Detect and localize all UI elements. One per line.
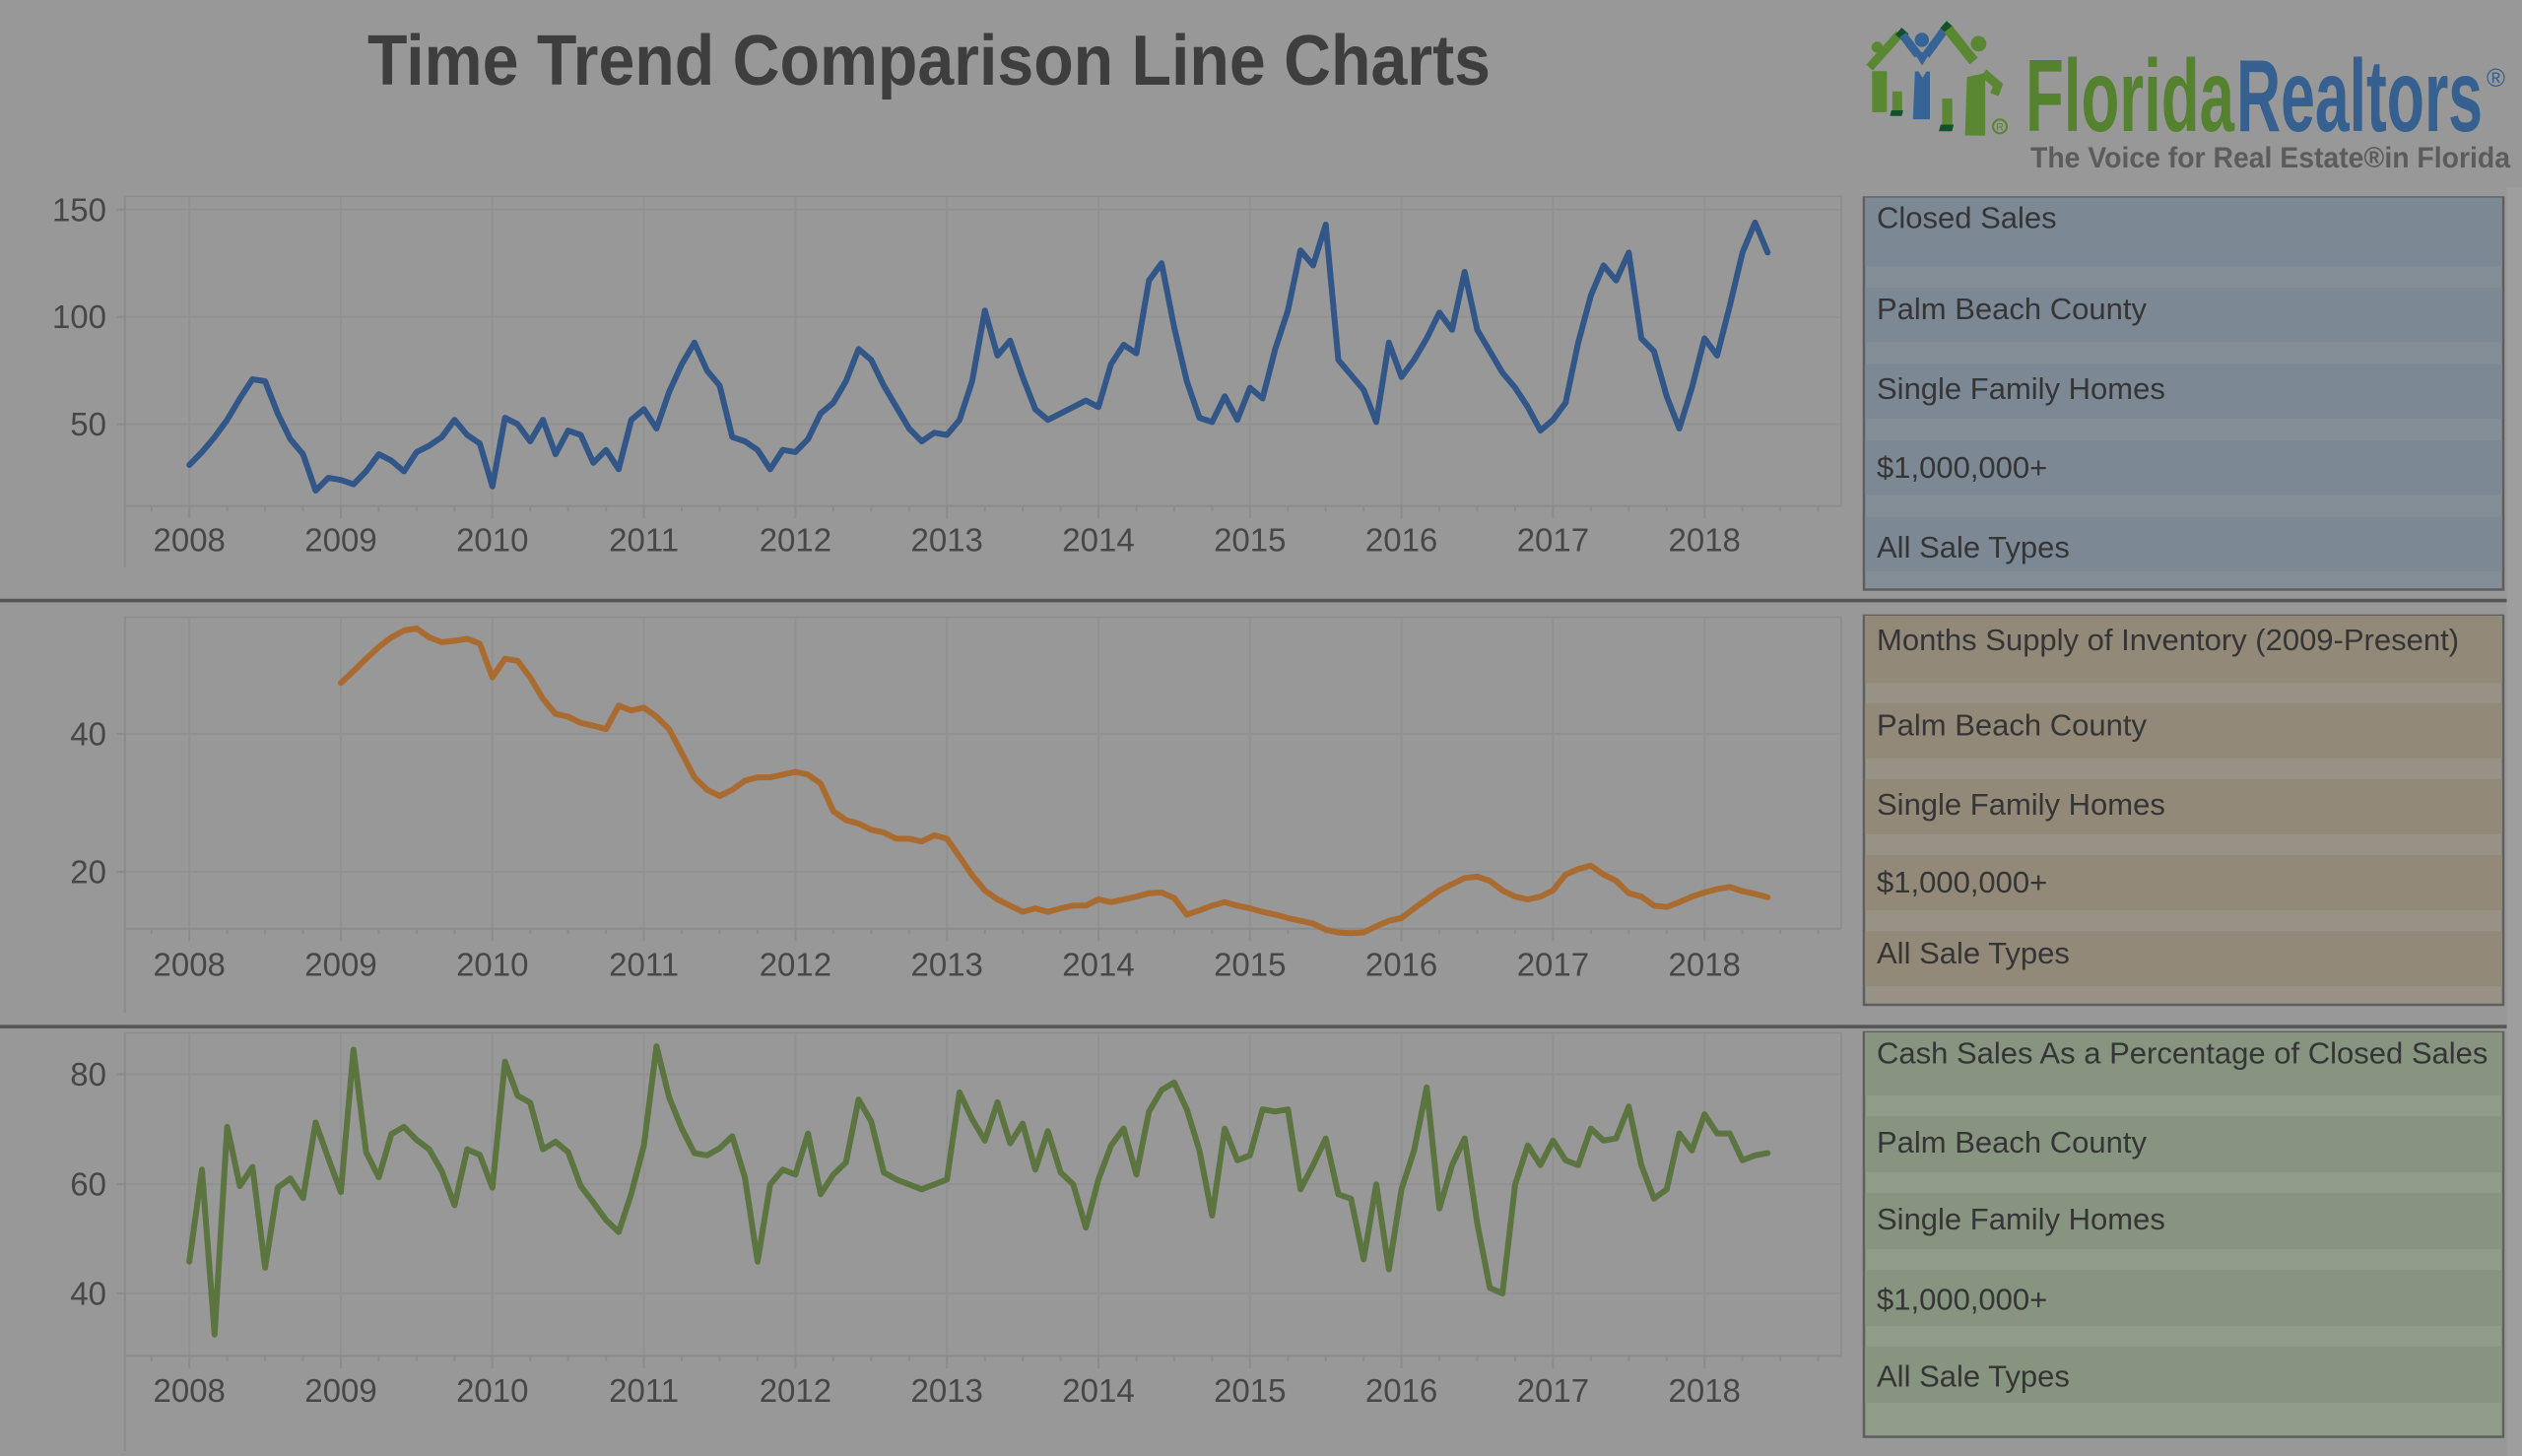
svg-text:Time Trend Comparison Line Cha: Time Trend Comparison Line Charts: [367, 22, 1491, 100]
svg-text:2015: 2015: [1214, 522, 1286, 559]
svg-text:2009: 2009: [304, 1372, 376, 1409]
svg-text:2016: 2016: [1365, 522, 1437, 559]
svg-text:2010: 2010: [456, 522, 528, 559]
svg-text:2013: 2013: [910, 1372, 982, 1409]
svg-text:40: 40: [70, 716, 106, 753]
svg-text:Closed Sales: Closed Sales: [1877, 201, 2057, 235]
svg-text:2017: 2017: [1517, 947, 1589, 983]
svg-text:60: 60: [70, 1166, 106, 1203]
svg-text:150: 150: [52, 191, 106, 228]
svg-text:Cash Sales As a Percentage of: Cash Sales As a Percentage of Closed Sal…: [1877, 1036, 2488, 1071]
svg-text:40: 40: [70, 1276, 106, 1312]
svg-text:2011: 2011: [609, 522, 679, 559]
svg-text:2014: 2014: [1062, 947, 1134, 983]
svg-text:2009: 2009: [304, 947, 376, 983]
svg-text:20: 20: [70, 854, 106, 891]
svg-text:2008: 2008: [153, 522, 225, 559]
svg-text:2018: 2018: [1668, 522, 1740, 559]
svg-text:All Sale Types: All Sale Types: [1877, 530, 2070, 564]
svg-text:All Sale Types: All Sale Types: [1877, 1359, 2070, 1394]
svg-text:$1,000,000+: $1,000,000+: [1877, 1282, 2047, 1316]
svg-text:Single Family Homes: Single Family Homes: [1877, 787, 2165, 822]
svg-text:Realtors: Realtors: [2236, 39, 2483, 154]
svg-text:Palm Beach County: Palm Beach County: [1877, 292, 2147, 326]
svg-text:2017: 2017: [1517, 1372, 1589, 1409]
svg-text:R: R: [1996, 122, 2004, 134]
svg-text:2017: 2017: [1517, 522, 1589, 559]
svg-text:Single Family Homes: Single Family Homes: [1877, 1202, 2165, 1236]
svg-text:Months Supply of Inventory (20: Months Supply of Inventory (2009-Present…: [1877, 623, 2459, 657]
svg-text:2010: 2010: [456, 1372, 528, 1409]
svg-text:2016: 2016: [1365, 947, 1437, 983]
svg-text:2015: 2015: [1214, 947, 1286, 983]
svg-text:2013: 2013: [910, 522, 982, 559]
svg-text:2011: 2011: [609, 947, 679, 983]
svg-text:2009: 2009: [304, 522, 376, 559]
svg-text:2011: 2011: [609, 1372, 679, 1409]
svg-text:Florida: Florida: [2025, 39, 2235, 154]
svg-text:®: ®: [2487, 63, 2505, 93]
svg-text:2008: 2008: [153, 1372, 225, 1409]
svg-text:2014: 2014: [1062, 1372, 1134, 1409]
svg-text:Palm Beach County: Palm Beach County: [1877, 707, 2147, 742]
svg-text:2016: 2016: [1365, 1372, 1437, 1409]
svg-text:2014: 2014: [1062, 522, 1134, 559]
svg-text:$1,000,000+: $1,000,000+: [1877, 450, 2047, 485]
svg-text:2010: 2010: [456, 947, 528, 983]
svg-text:2008: 2008: [153, 947, 225, 983]
svg-text:2012: 2012: [760, 947, 831, 983]
svg-text:All Sale Types: All Sale Types: [1877, 936, 2070, 970]
svg-text:$1,000,000+: $1,000,000+: [1877, 865, 2047, 899]
svg-text:2018: 2018: [1668, 947, 1740, 983]
svg-text:Palm Beach County: Palm Beach County: [1877, 1125, 2147, 1159]
svg-text:80: 80: [70, 1056, 106, 1092]
svg-text:2018: 2018: [1668, 1372, 1740, 1409]
svg-text:Single Family Homes: Single Family Homes: [1877, 371, 2165, 406]
svg-text:2012: 2012: [760, 522, 831, 559]
svg-text:50: 50: [70, 406, 106, 442]
svg-text:The Voice for Real Estate®in F: The Voice for Real Estate®in Florida: [2030, 142, 2510, 174]
svg-text:2013: 2013: [910, 947, 982, 983]
svg-text:100: 100: [52, 298, 106, 335]
svg-text:2012: 2012: [760, 1372, 831, 1409]
svg-text:2015: 2015: [1214, 1372, 1286, 1409]
